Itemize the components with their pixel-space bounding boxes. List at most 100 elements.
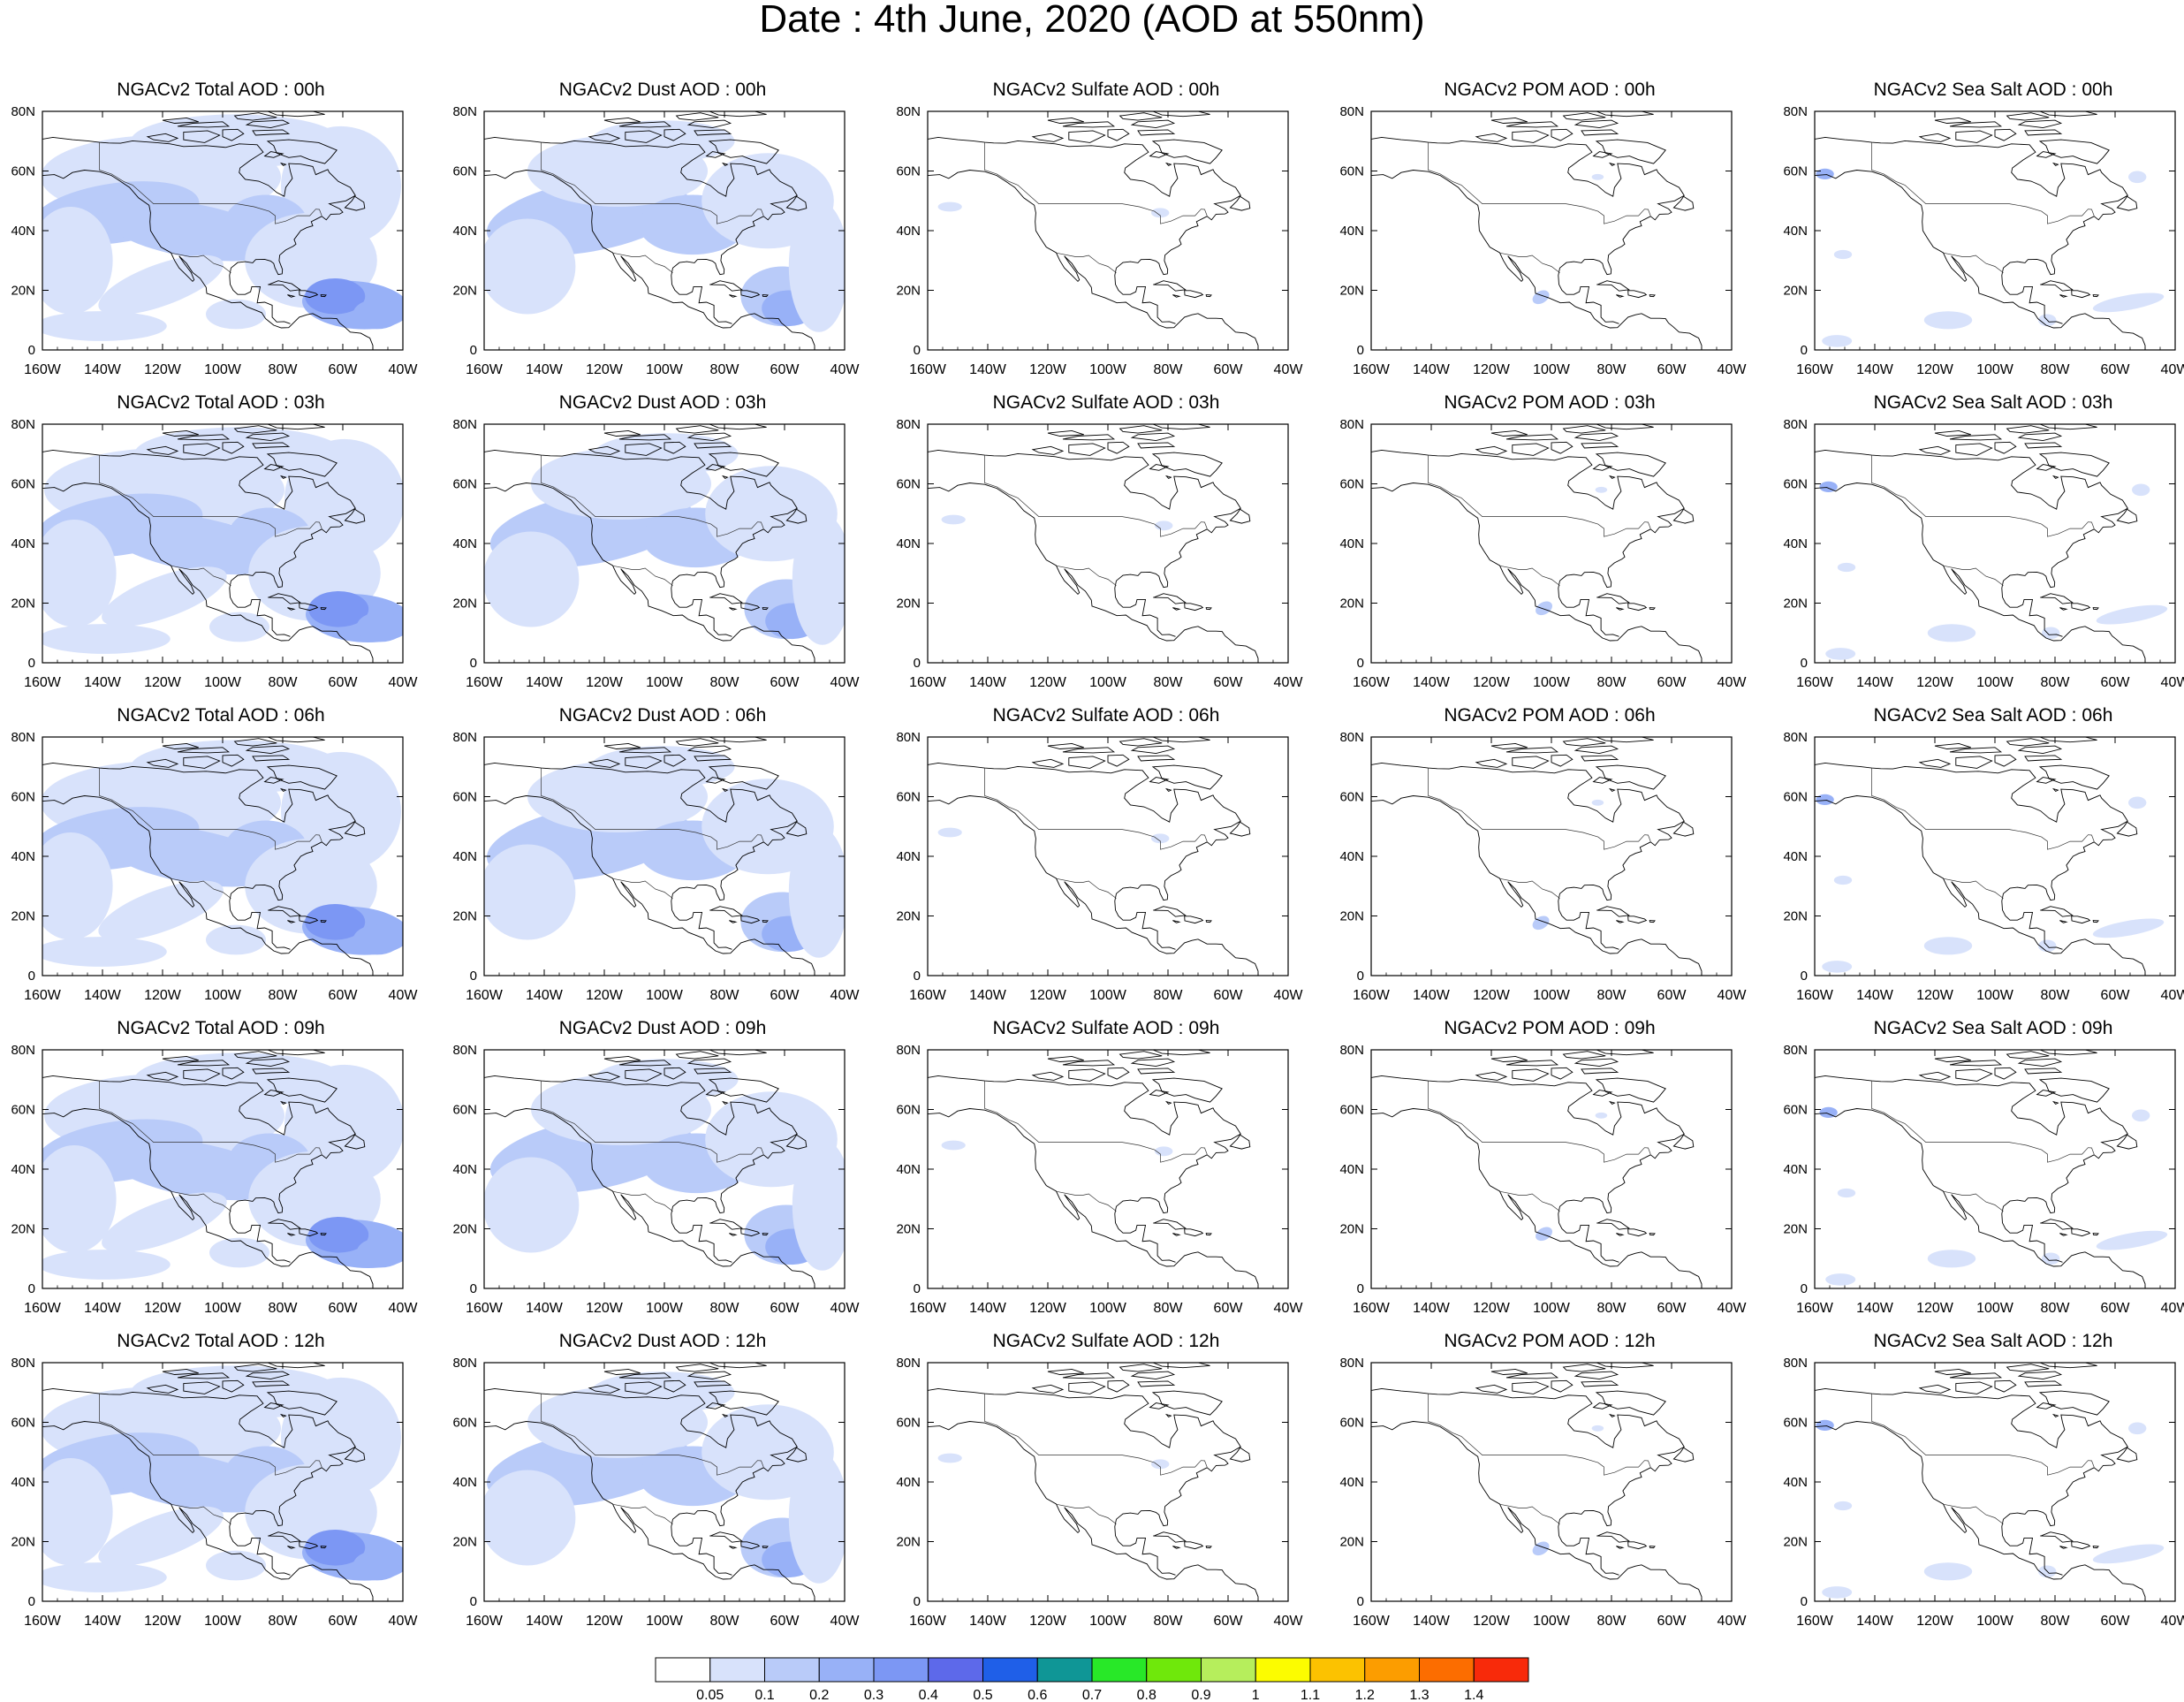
coastline-alaska <box>928 151 929 161</box>
x-tick-label: 120W <box>1473 675 1511 690</box>
x-tick-label: 40W <box>389 1301 419 1316</box>
caribbean-island <box>709 1531 743 1543</box>
coastline-east <box>1371 449 1685 637</box>
arctic-island <box>1229 1134 1251 1150</box>
arctic-island <box>2006 112 2050 121</box>
arctic-island <box>1107 1067 1130 1080</box>
aod-region <box>792 1139 845 1271</box>
map-panel-total-06h: NGACv2 Total AOD : 06h 0 20N 40N 60N 80N 160W 1… <box>0 705 442 1010</box>
caribbean-island <box>709 1219 743 1230</box>
y-tick-label: 60N <box>896 1416 921 1431</box>
coastlines <box>1371 737 1702 976</box>
x-tick-label: 80W <box>2041 675 2071 690</box>
arctic-island <box>2036 1402 2057 1409</box>
x-tick-label: 160W <box>1796 675 1834 690</box>
coastline-east <box>1815 1387 2128 1576</box>
x-tick-label: 40W <box>1718 988 1748 1003</box>
aod-region <box>42 1458 113 1566</box>
aod-region <box>1536 601 1552 616</box>
caribbean-island <box>1649 1233 1656 1236</box>
panel-title: NGACv2 Total AOD : 09h <box>117 1018 325 1038</box>
country-border <box>541 455 764 537</box>
arctic-island <box>2017 119 2063 129</box>
aod-region <box>308 591 369 627</box>
y-tick-label: 80N <box>452 1043 477 1058</box>
caribbean-island <box>2040 1219 2074 1230</box>
caribbean-island <box>729 1546 738 1549</box>
x-tick-label: 140W <box>1856 1301 1894 1316</box>
coastline-east <box>484 1387 798 1576</box>
x-tick-label: 40W <box>1718 675 1748 690</box>
arctic-island <box>1031 445 1065 455</box>
arctic-island <box>2116 508 2138 524</box>
caribbean-island <box>299 290 319 299</box>
arctic-island <box>263 777 284 784</box>
arctic-island <box>1229 508 1251 524</box>
x-tick-label: 60W <box>2101 1614 2131 1629</box>
arctic-island <box>1596 1050 1654 1056</box>
arctic-island <box>1595 1390 1666 1416</box>
caribbean-island <box>1596 1531 1630 1543</box>
aod-shading <box>1532 1425 1604 1556</box>
country-border <box>1499 878 1560 899</box>
y-tick-label: 80N <box>896 1043 921 1058</box>
aod-shading <box>42 114 403 341</box>
x-tick-label: 60W <box>1657 1301 1687 1316</box>
y-tick-label: 80N <box>11 1043 35 1058</box>
caribbean-island <box>320 294 327 298</box>
aod-map: 0 20N 40N 60N 80N 160W 140W 120W 100W 80W 60W 40W <box>452 1043 860 1316</box>
coastline-east <box>1815 449 2128 637</box>
caribbean-island <box>268 1219 301 1230</box>
aod-shading <box>1532 173 1604 305</box>
arctic-island <box>1164 475 1172 479</box>
y-tick-label: 20N <box>11 1535 35 1550</box>
coastline-west <box>484 1421 815 1601</box>
panel-title: NGACv2 POM AOD : 03h <box>1444 392 1656 413</box>
y-tick-label: 40N <box>452 1475 477 1490</box>
aod-map: 0 20N 40N 60N 80N 160W 140W 120W 100W 80W 60W 40W <box>1339 104 1747 377</box>
coastline-west <box>928 1108 1259 1288</box>
arctic-island <box>279 162 287 166</box>
arctic-island <box>694 755 732 762</box>
arctic-island <box>705 777 726 784</box>
x-tick-label: 160W <box>1796 1301 1834 1316</box>
arctic-island <box>1596 424 1654 430</box>
x-tick-label: 140W <box>969 362 1007 377</box>
country-border <box>1871 142 2095 224</box>
aod-region <box>937 1453 962 1463</box>
arctic-island <box>625 756 663 769</box>
country-border <box>1428 1394 1651 1476</box>
aod-map: 0 20N 40N 60N 80N 160W 140W 120W 100W 80W 60W 40W <box>452 730 860 1003</box>
aod-region <box>1822 961 1853 973</box>
country-border <box>1056 1190 1117 1212</box>
country-border <box>99 1081 322 1163</box>
colorbar-label: 1.2 <box>1355 1688 1375 1702</box>
y-tick-label: 20N <box>1339 596 1364 612</box>
x-tick-label: 100W <box>1533 988 1571 1003</box>
arctic-island <box>603 117 641 124</box>
coastline-east <box>484 136 798 324</box>
y-tick-label: 40N <box>452 224 477 239</box>
aod-region <box>353 1550 401 1581</box>
y-tick-label: 0 <box>1357 1281 1364 1296</box>
panel-title: NGACv2 Dust AOD : 06h <box>558 705 767 726</box>
arctic-island <box>603 1055 641 1062</box>
y-tick-label: 40N <box>11 849 35 864</box>
coastlines <box>1371 1363 1702 1601</box>
arctic-island <box>267 737 325 743</box>
arctic-island <box>1551 754 1574 767</box>
arctic-island <box>1031 758 1065 768</box>
arctic-island <box>1596 737 1654 743</box>
arctic-island <box>266 452 337 477</box>
aod-region <box>1151 1459 1170 1470</box>
arctic-island <box>1672 195 1695 211</box>
caribbean-island <box>1616 1546 1625 1549</box>
y-tick-label: 20N <box>1783 909 1808 924</box>
x-tick-label: 120W <box>1916 1614 1954 1629</box>
panel-title: NGACv2 Total AOD : 03h <box>117 392 325 413</box>
caribbean-island <box>268 906 301 917</box>
colorbar-svg: 0.05 0.1 0.2 0.3 0.4 0.5 0.6 0.7 0.8 0.9 1 1.1 1.2 1.… <box>655 1657 1529 1702</box>
arctic-island <box>1062 434 1116 441</box>
map-panel-dust-09h: NGACv2 Dust AOD : 09h 0 20N 40N 60N 80N 160W 14… <box>442 1018 883 1323</box>
arctic-island <box>1137 1068 1176 1075</box>
